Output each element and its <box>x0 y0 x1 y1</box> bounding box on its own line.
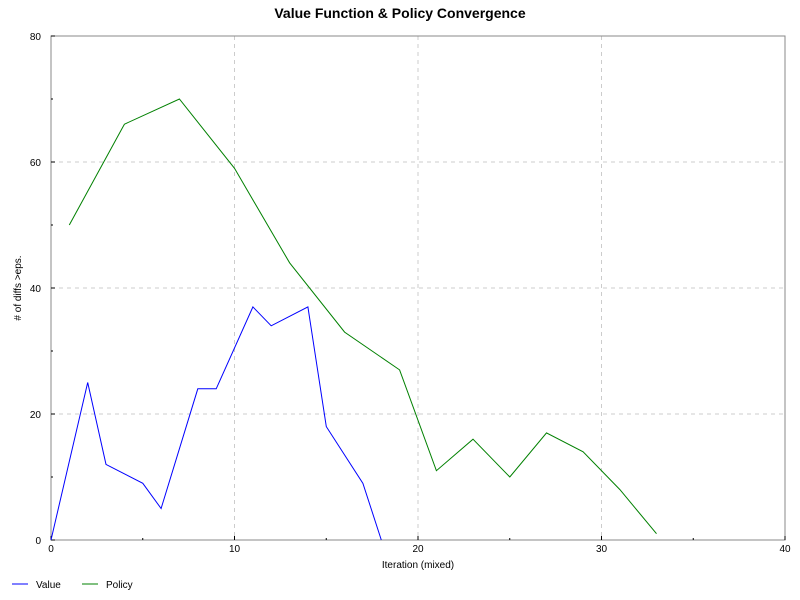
legend-item-value: Value <box>12 580 61 591</box>
x-tick-label: 20 <box>412 544 424 555</box>
x-tick-label: 0 <box>48 544 54 555</box>
y-tick-label: 80 <box>30 32 42 43</box>
y-tick-label: 40 <box>30 284 42 295</box>
legend-label: Value <box>36 580 61 591</box>
grid <box>51 36 785 540</box>
y-tick-label: 0 <box>35 536 41 547</box>
legend-label: Policy <box>106 580 133 591</box>
legend: Value Policy <box>12 580 133 591</box>
y-tick-label: 20 <box>30 410 42 421</box>
legend-item-policy: Policy <box>82 580 133 591</box>
x-tick-label: 10 <box>229 544 241 555</box>
x-tick-label: 40 <box>779 544 791 555</box>
chart-title: Value Function & Policy Convergence <box>274 5 525 21</box>
y-axis-label: # of diffs >eps. <box>13 255 24 320</box>
series-line-value <box>50 306 382 541</box>
x-axis-label: Iteration (mixed) <box>382 560 454 571</box>
y-tick-label: 60 <box>30 158 42 169</box>
series-layer <box>50 98 657 541</box>
series-line-policy <box>68 98 657 535</box>
x-tick-label: 30 <box>596 544 608 555</box>
axis-ticks: 0 10 20 30 40 0 20 40 60 80 <box>30 32 791 555</box>
